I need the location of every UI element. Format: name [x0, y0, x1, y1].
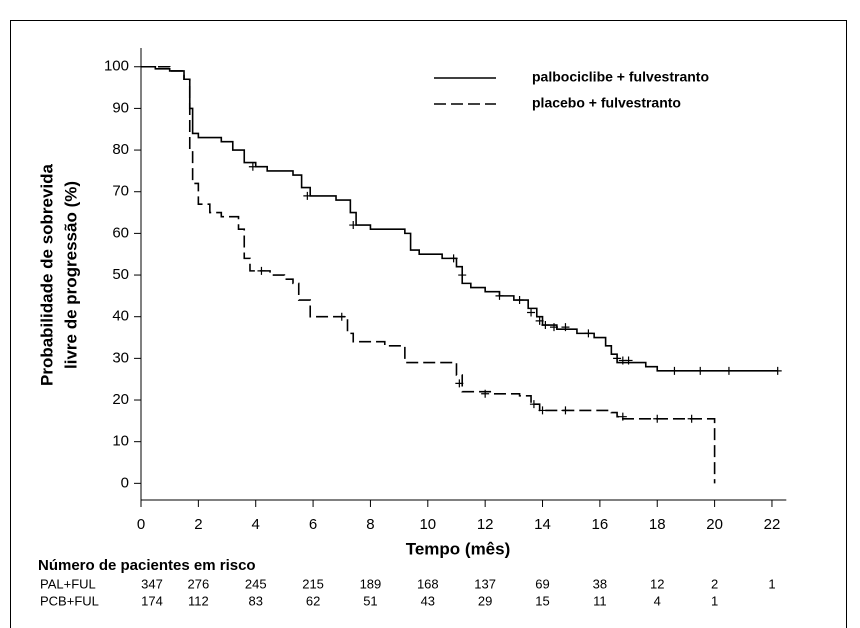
x-tick-label: 8: [366, 516, 374, 533]
y-tick-label: 10: [112, 433, 129, 450]
x-tick-label: 6: [309, 516, 317, 533]
y-tick-label: 60: [112, 224, 129, 241]
x-tick-label: 12: [477, 516, 494, 533]
y-axis-label: Probabilidade de sobrevida: [37, 163, 56, 386]
frame: [10, 20, 847, 628]
risk-count: 1: [711, 593, 718, 608]
risk-count: 174: [141, 593, 163, 608]
censor-mark: [248, 162, 257, 171]
x-tick-label: 0: [137, 516, 145, 533]
y-tick-label: 30: [112, 349, 129, 366]
risk-count: 38: [593, 576, 607, 591]
legend-label: placebo + fulvestranto: [532, 95, 681, 111]
x-tick-label: 16: [592, 516, 609, 533]
censor-mark: [535, 316, 544, 325]
risk-count: 69: [535, 576, 549, 591]
censor-mark: [529, 400, 538, 409]
x-tick-label: 20: [706, 516, 723, 533]
y-tick-label: 70: [112, 183, 129, 200]
survival-curve: [141, 65, 778, 372]
censor-mark: [724, 366, 733, 375]
censor-mark: [561, 323, 570, 332]
censor-mark: [613, 354, 622, 363]
x-tick-label: 22: [764, 516, 781, 533]
x-tick-label: 14: [534, 516, 551, 533]
risk-count: 168: [417, 576, 439, 591]
censor-mark: [337, 312, 346, 321]
censor-mark: [349, 221, 358, 230]
censor-mark: [303, 191, 312, 200]
censor-mark: [773, 366, 782, 375]
x-tick-label: 4: [252, 516, 260, 533]
risk-count: 189: [360, 576, 382, 591]
risk-count: 11: [593, 593, 607, 608]
censor-mark: [696, 366, 705, 375]
censor-mark: [687, 414, 696, 423]
censor-mark: [495, 291, 504, 300]
risk-count: 12: [650, 576, 664, 591]
x-tick-label: 18: [649, 516, 666, 533]
censor-mark: [541, 321, 550, 330]
risk-count: 43: [421, 593, 435, 608]
risk-row-label: PAL+FUL: [40, 576, 96, 591]
risk-count: 83: [248, 593, 262, 608]
risk-row-label: PCB+FUL: [40, 593, 99, 608]
y-tick-label: 0: [121, 474, 129, 491]
risk-count: 2: [711, 576, 718, 591]
y-axis-label: livre de progressão (%): [61, 181, 80, 369]
censor-mark: [584, 329, 593, 338]
y-tick-label: 90: [112, 99, 129, 116]
risk-count: 51: [363, 593, 377, 608]
risk-count: 112: [188, 593, 209, 608]
x-tick-label: 10: [419, 516, 436, 533]
risk-count: 347: [141, 576, 163, 591]
legend-label: palbociclibe + fulvestranto: [532, 69, 709, 85]
risk-count: 245: [245, 576, 267, 591]
y-tick-label: 80: [112, 141, 129, 158]
censor-mark: [449, 254, 458, 263]
risk-table-title: Número de pacientes em risco: [38, 557, 256, 574]
censor-mark: [618, 412, 627, 421]
censor-mark: [458, 271, 467, 280]
censor-mark: [653, 414, 662, 423]
censor-mark: [527, 308, 536, 317]
censor-mark: [538, 406, 547, 415]
censor-mark: [481, 389, 490, 398]
y-tick-label: 100: [104, 58, 129, 75]
y-tick-label: 40: [112, 308, 129, 325]
risk-count: 4: [654, 593, 661, 608]
risk-count: 137: [474, 576, 496, 591]
risk-count: 15: [535, 593, 549, 608]
censor-mark: [515, 296, 524, 305]
censor-mark: [257, 266, 266, 275]
risk-count: 29: [478, 593, 492, 608]
y-tick-label: 20: [112, 391, 129, 408]
x-tick-label: 2: [194, 516, 202, 533]
censor-mark: [549, 323, 558, 332]
risk-count: 1: [768, 576, 775, 591]
y-tick-label: 50: [112, 266, 129, 283]
censor-mark: [561, 406, 570, 415]
risk-count: 215: [302, 576, 324, 591]
risk-count: 276: [188, 576, 210, 591]
x-axis-label: Tempo (mês): [406, 539, 511, 558]
risk-count: 62: [306, 593, 320, 608]
censor-mark: [455, 379, 464, 388]
censor-mark: [624, 356, 633, 365]
censor-mark: [670, 366, 679, 375]
survival-curve: [141, 65, 716, 484]
